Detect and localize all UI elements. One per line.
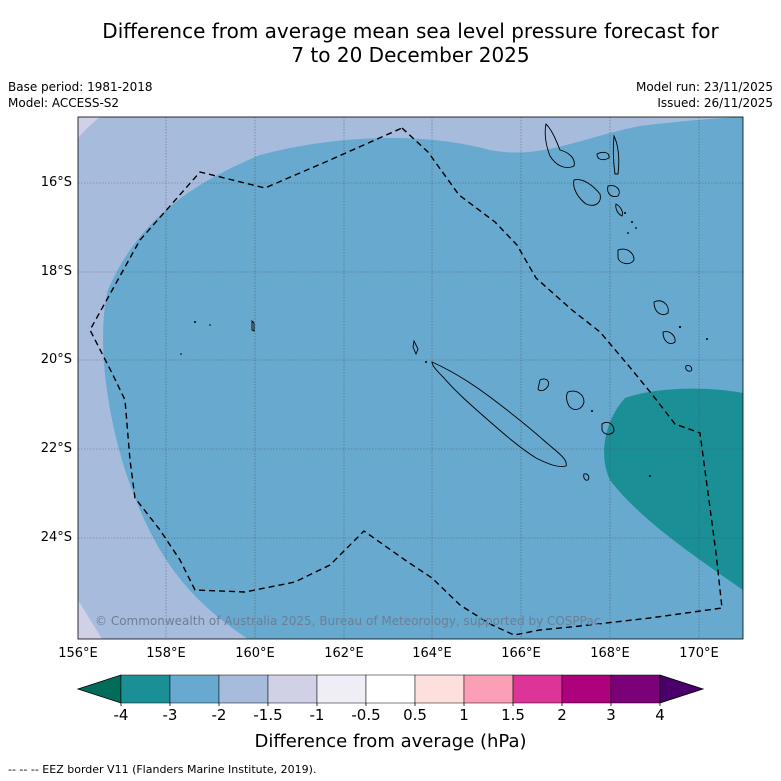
- islet-1: [194, 321, 196, 323]
- colorbar-tick-label: 1.5: [501, 706, 525, 724]
- eez-border: [89, 127, 723, 636]
- colorbar-swatch: [218, 674, 269, 704]
- new-caledonia-island: [431, 361, 567, 467]
- colorbar-tick-label: -4: [113, 706, 129, 724]
- lon-label-166e: 166°E: [501, 646, 541, 661]
- meta-left: Base period: 1981-2018 Model: ACCESS-S2: [8, 79, 153, 111]
- colorbar-tick-label: 1: [459, 706, 469, 724]
- islet-2: [209, 324, 211, 326]
- title-line-1: Difference from average mean sea level p…: [102, 19, 719, 43]
- vanuatu-maewo: [612, 134, 620, 175]
- vanuatu-erromango: [653, 300, 669, 315]
- lon-label-164e: 164°E: [412, 646, 452, 661]
- colorbar-swatch: [610, 674, 661, 704]
- islet-9: [706, 338, 708, 340]
- colorbar: [76, 674, 705, 706]
- colorbar-swatch: [267, 674, 318, 704]
- vanuatu-epi: [615, 203, 623, 217]
- lat-label-22s: 22°S: [40, 441, 72, 456]
- lon-label-158e: 158°E: [146, 646, 186, 661]
- islet-10: [591, 410, 593, 412]
- vanuatu-efate: [617, 248, 635, 265]
- colorbar-tick-label: -0.5: [351, 706, 381, 724]
- vanuatu-ambae: [596, 151, 610, 161]
- lon-label-160e: 160°E: [235, 646, 275, 661]
- islet-12: [425, 361, 427, 363]
- lon-label-170e: 170°E: [679, 646, 719, 661]
- islet-6: [635, 227, 637, 229]
- colorbar-tick-label: 4: [655, 706, 665, 724]
- colorbar-swatch: [316, 674, 367, 704]
- coastlines: [251, 123, 693, 481]
- band-corner-minus-1-5-to-minus-1-bottom-left: [78, 600, 102, 639]
- map-frame: [77, 116, 744, 640]
- gridlines: [78, 117, 743, 639]
- colorbar-swatch: [120, 674, 171, 704]
- islet-3: [180, 353, 182, 355]
- vanuatu-ambrym: [607, 185, 620, 197]
- vanuatu-tanna: [662, 331, 676, 344]
- chesterfield-islet: [251, 319, 255, 332]
- colorbar-swatch: [463, 674, 514, 704]
- colorbar-swatch: [561, 674, 612, 704]
- band-corner-minus-1-5-to-minus-1-top-left: [78, 117, 100, 138]
- lon-label-156e: 156°E: [58, 646, 98, 661]
- islet-4: [624, 212, 626, 214]
- islet-7: [627, 232, 629, 234]
- isle-of-pines: [583, 473, 590, 481]
- lat-label-16s: 16°S: [40, 175, 72, 190]
- colorbar-swatch: [169, 674, 220, 704]
- map-plot-area: [78, 117, 743, 639]
- colorbar-tick-label: -3: [162, 706, 178, 724]
- meta-right: Model run: 23/11/2025 Issued: 26/11/2025: [636, 79, 773, 111]
- band-minus-3-to-minus-2: [103, 117, 743, 639]
- colorbar-tick-label: 0.5: [403, 706, 427, 724]
- colorbar-extend-high: [659, 674, 705, 704]
- map-title: Difference from average mean sea level p…: [40, 19, 781, 67]
- vanuatu-espiritu-santo: [544, 123, 575, 168]
- lon-label-168e: 168°E: [590, 646, 630, 661]
- copyright-notice: © Commonwealth of Australia 2025, Bureau…: [95, 614, 601, 628]
- belep-islands: [412, 339, 419, 356]
- loyalty-mare: [601, 421, 615, 435]
- band-minus-4-to-minus-3: [604, 388, 743, 590]
- model-run: Model run: 23/11/2025: [635, 80, 773, 94]
- base-period: Base period: 1981-2018: [8, 80, 153, 94]
- colorbar-tick-label: 2: [557, 706, 567, 724]
- islet-5: [631, 221, 633, 223]
- colorbar-swatch: [512, 674, 563, 704]
- issued-date: Issued: 26/11/2025: [657, 96, 773, 110]
- colorbar-extend-low: [76, 674, 122, 704]
- loyalty-ouvea: [537, 378, 549, 392]
- title-line-2: 7 to 20 December 2025: [291, 43, 530, 67]
- colorbar-tick-label: -1: [309, 706, 325, 724]
- colorbar-swatch: [414, 674, 465, 704]
- small-islets: [180, 212, 708, 477]
- colorbar-tick-label: -2: [211, 706, 227, 724]
- colorbar-title: Difference from average (hPa): [254, 731, 527, 752]
- colorbar-swatch: [365, 674, 416, 704]
- vanuatu-aneityum: [685, 365, 693, 372]
- colorbar-tick-label: -1.5: [253, 706, 283, 724]
- islet-8: [678, 325, 682, 329]
- loyalty-lifou: [566, 390, 585, 410]
- model-name: Model: ACCESS-S2: [8, 96, 120, 110]
- islet-11: [649, 475, 651, 477]
- lat-label-24s: 24°S: [40, 530, 72, 545]
- eez-legend-note: -- -- -- EEZ border V11 (Flanders Marine…: [8, 763, 317, 776]
- vanuatu-malekula: [573, 179, 601, 206]
- colorbar-tick-label: 3: [606, 706, 616, 724]
- lon-label-162e: 162°E: [324, 646, 364, 661]
- lat-label-20s: 20°S: [40, 352, 72, 367]
- lat-label-18s: 18°S: [40, 264, 72, 279]
